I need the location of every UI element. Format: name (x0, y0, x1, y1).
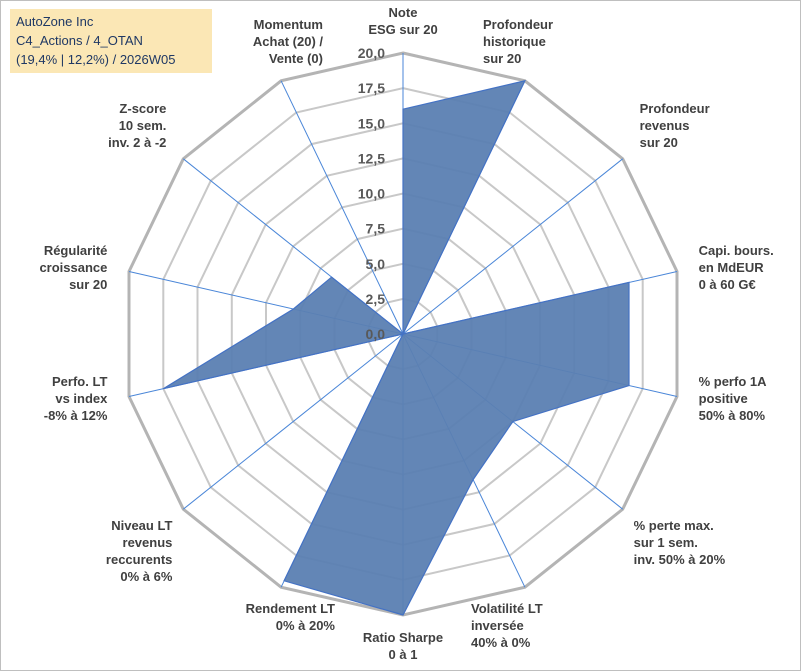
axis-label-line: 0% à 6% (120, 569, 172, 584)
axis-label-line: croissance (39, 260, 107, 275)
axis-label: Ratio Sharpe 0 à 1 (363, 630, 443, 662)
info-box: AutoZone Inc C4_Actions / 4_OTAN (19,4% … (10, 9, 212, 73)
axis-label-line: 0% à 20% (276, 618, 336, 633)
axis-label-line: sur 20 (640, 135, 678, 150)
axis-label: Niveau LT revenus reccurents 0% à 6% (106, 518, 173, 584)
axis-label-line: inversée (471, 618, 524, 633)
tick-label: 0,0 (366, 326, 386, 342)
axis-label-line: Rendement LT (246, 601, 335, 616)
data-series (162, 79, 630, 616)
axis-label-line: 40% à 0% (471, 635, 531, 650)
axis-label-line: 10 sem. (119, 118, 167, 133)
axis-label-line: % perte max. (634, 518, 714, 533)
axis-label: Note ESG sur 20 (368, 5, 437, 37)
axis-label-line: Capi. bours. (699, 243, 774, 258)
axis-label-line: Vente (0) (269, 51, 323, 66)
axis-labels: Note ESG sur 20 Profondeur historique sur 20… (39, 5, 773, 662)
axis-label-line: 0 à 1 (389, 647, 418, 662)
axis-label-line: 50% à 80% (699, 408, 766, 423)
axis-label: Rendement LT 0% à 20% (246, 601, 336, 633)
tick-label: 12,5 (358, 150, 385, 166)
axis-label: Capi. bours. en MdEUR 0 à 60 G€ (699, 243, 774, 292)
axis-label: Profondeur revenus sur 20 (640, 101, 710, 150)
axis-label-line: Volatilité LT (471, 601, 543, 616)
axis-label-line: Ratio Sharpe (363, 630, 443, 645)
tick-label: 5,0 (366, 256, 386, 272)
axis-label-line: % perfo 1A (699, 374, 768, 389)
axis-label-line: sur 20 (483, 51, 521, 66)
axis-label: Volatilité LT inversée 40% à 0% (471, 601, 543, 650)
axis-label-line: -8% à 12% (44, 408, 108, 423)
tick-label: 20,0 (358, 45, 385, 61)
axis-spoke (182, 333, 404, 510)
axis-label-line: Z-score (119, 101, 166, 116)
axis-label: Perfo. LT vs index -8% à 12% (44, 374, 108, 423)
axis-label: Régularité croissance sur 20 (39, 243, 107, 292)
axis-label-line: 0 à 60 G€ (699, 277, 756, 292)
axis-spoke (402, 158, 624, 335)
axis-label: % perte max. sur 1 sem. inv. 50% à 20% (634, 518, 726, 567)
tick-label: 7,5 (366, 221, 386, 237)
axis-label-line: vs index (55, 391, 108, 406)
axis-label-line: Perfo. LT (52, 374, 107, 389)
axis-spoke (280, 80, 404, 335)
axis-label-line: revenus (640, 118, 690, 133)
axis-label-line: sur 20 (69, 277, 107, 292)
axis-label-line: Régularité (44, 243, 108, 258)
axis-label-line: inv. 50% à 20% (634, 552, 726, 567)
tick-label: 17,5 (358, 80, 385, 96)
axis-label-line: Profondeur (483, 17, 553, 32)
tick-label: 2,5 (366, 291, 386, 307)
axis-label-line: Profondeur (640, 101, 710, 116)
axis-label-line: revenus (123, 535, 173, 550)
axis-label-line: Momentum (254, 17, 323, 32)
axis-label: % perfo 1A positive 50% à 80% (699, 374, 768, 423)
axis-label-line: positive (699, 391, 748, 406)
axis-label-line: Niveau LT (111, 518, 172, 533)
axis-label-line: Achat (20) / (253, 34, 323, 49)
axis-label-line: inv. 2 à -2 (108, 135, 166, 150)
axis-label-line: reccurents (106, 552, 172, 567)
info-category: C4_Actions / 4_OTAN (16, 33, 143, 48)
axis-label: Profondeur historique sur 20 (483, 17, 553, 66)
axis-label-line: ESG sur 20 (368, 22, 437, 37)
radial-tick-labels: 0,0 2,5 5,0 7,5 10,0 12,5 15,0 17,5 20,0 (358, 45, 385, 342)
tick-label: 10,0 (358, 186, 385, 202)
axis-label: Momentum Achat (20) / Vente (0) (253, 17, 323, 66)
info-performance: (19,4% | 12,2%) / 2026W05 (16, 52, 176, 67)
axis-label-line: Note (389, 5, 418, 20)
info-company: AutoZone Inc (16, 14, 94, 29)
tick-label: 15,0 (358, 115, 385, 131)
axis-label-line: en MdEUR (699, 260, 765, 275)
axis-label-line: historique (483, 34, 546, 49)
axis-label: Z-score 10 sem. inv. 2 à -2 (108, 101, 166, 150)
axis-label-line: sur 1 sem. (634, 535, 698, 550)
